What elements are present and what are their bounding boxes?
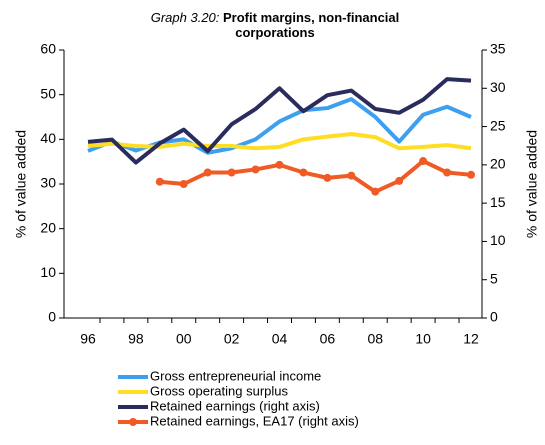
series-line [159,159,472,194]
x-tick-label: 10 [415,331,431,347]
y-axis-label: % of value added [13,130,29,238]
series-marker [419,157,428,166]
x-tick-label: 08 [367,331,383,347]
legend-label: Retained earnings, EA17 (right axis) [150,413,359,428]
series-marker [443,168,452,177]
x-tick-label: 96 [80,331,96,347]
x-tick-label: 98 [128,331,144,347]
y2-tick-label: 25 [490,117,506,133]
x-tick-label: 06 [320,331,336,347]
legend-label: Retained earnings (right axis) [150,398,320,413]
legend-label: Gross entrepreneurial income [150,368,321,383]
legend-label: Gross operating surplus [150,383,289,398]
series-marker [371,187,380,196]
x-tick-label: 04 [272,331,288,347]
title-label: Graph 3.20: [150,10,220,25]
series-marker [227,168,236,177]
y2-axis-label: % of value added [524,130,540,238]
series-marker [203,168,212,177]
series-marker [155,177,164,186]
series-marker [179,180,188,188]
y2-tick-label: 30 [490,79,506,95]
series-line [87,131,472,151]
x-tick-label: 12 [463,331,479,347]
y2-tick-label: 0 [490,309,498,325]
y-tick-label: 30 [40,175,56,191]
y-tick-label: 40 [40,130,56,146]
series-marker [275,160,284,169]
y-tick-label: 10 [40,264,56,280]
y-tick-label: 20 [40,219,56,235]
legend-marker [129,418,137,426]
series-marker [251,165,260,174]
chart-title: Graph 3.20: Profit margins, non-financia… [110,10,440,40]
y-tick-label: 0 [48,309,56,325]
y2-tick-label: 10 [490,232,506,248]
y2-tick-label: 35 [490,41,506,57]
series-marker [467,170,475,179]
series-marker [299,168,308,177]
series-marker [395,176,404,185]
series-marker [323,173,332,182]
series-marker [347,171,356,180]
title-text: Profit margins, non-financial corporatio… [223,10,400,40]
y2-tick-label: 5 [490,270,498,286]
y2-tick-label: 15 [490,194,506,210]
y-tick-label: 60 [40,41,56,57]
y2-tick-label: 20 [490,156,506,172]
y-tick-label: 50 [40,85,56,101]
x-tick-label: 00 [176,331,192,347]
x-tick-label: 02 [224,331,240,347]
series-line [87,77,472,165]
